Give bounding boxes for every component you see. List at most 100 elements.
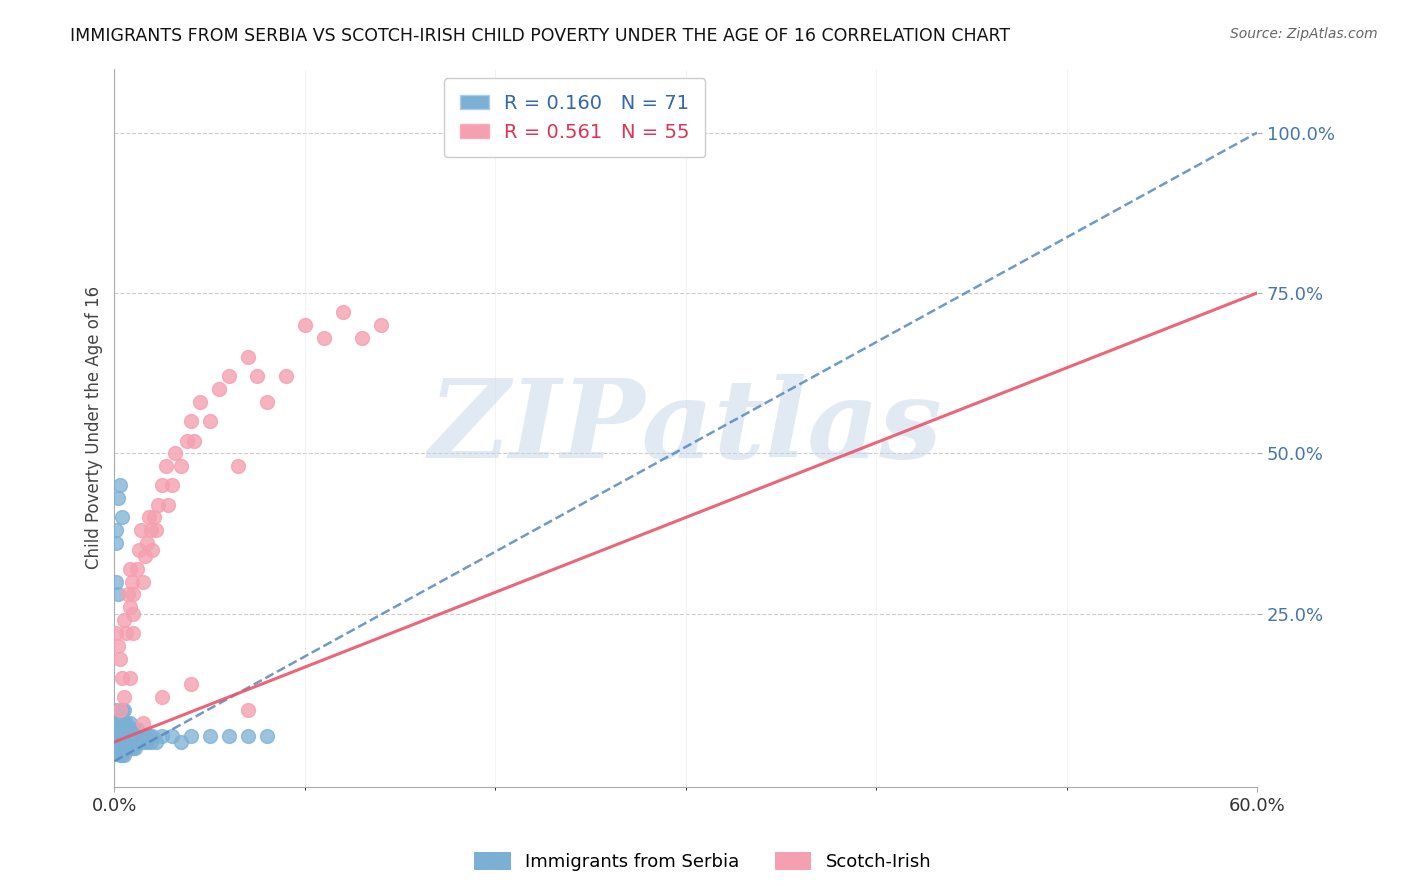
Point <box>107 491 129 506</box>
Point <box>115 741 138 756</box>
Point <box>121 574 143 589</box>
Point <box>180 729 202 743</box>
Point <box>274 369 297 384</box>
Point <box>118 600 141 615</box>
Point <box>138 729 160 743</box>
Point <box>332 305 354 319</box>
Point <box>150 729 173 743</box>
Point <box>118 735 141 749</box>
Point <box>127 735 149 749</box>
Point <box>155 459 177 474</box>
Point <box>135 735 157 749</box>
Point <box>127 722 149 736</box>
Point <box>108 741 131 756</box>
Point <box>236 350 259 364</box>
Point <box>105 524 128 538</box>
Point <box>170 735 193 749</box>
Point <box>118 715 141 730</box>
Point <box>111 671 134 685</box>
Point <box>122 741 145 756</box>
Point <box>129 524 152 538</box>
Point <box>188 395 211 409</box>
Legend: Immigrants from Serbia, Scotch-Irish: Immigrants from Serbia, Scotch-Irish <box>467 845 939 879</box>
Point <box>118 671 141 685</box>
Point <box>180 677 202 691</box>
Point <box>170 459 193 474</box>
Point <box>108 715 131 730</box>
Point <box>135 536 157 550</box>
Point <box>108 651 131 665</box>
Point <box>218 729 240 743</box>
Point <box>150 478 173 492</box>
Point <box>350 331 373 345</box>
Point <box>198 414 221 428</box>
Point <box>117 587 139 601</box>
Point <box>236 729 259 743</box>
Point <box>141 542 163 557</box>
Point <box>105 626 128 640</box>
Point <box>246 369 269 384</box>
Point <box>143 510 166 524</box>
Point <box>118 729 141 743</box>
Point <box>198 729 221 743</box>
Point <box>132 735 155 749</box>
Point <box>108 703 131 717</box>
Point <box>112 722 135 736</box>
Point <box>226 459 249 474</box>
Point <box>312 331 335 345</box>
Point <box>111 722 134 736</box>
Point <box>112 703 135 717</box>
Point <box>138 510 160 524</box>
Point <box>139 735 162 749</box>
Point <box>112 735 135 749</box>
Point <box>122 722 145 736</box>
Point <box>160 729 183 743</box>
Point <box>105 729 128 743</box>
Point <box>112 747 135 762</box>
Point <box>111 729 134 743</box>
Point <box>128 735 150 749</box>
Point <box>121 741 143 756</box>
Text: IMMIGRANTS FROM SERBIA VS SCOTCH-IRISH CHILD POVERTY UNDER THE AGE OF 16 CORRELA: IMMIGRANTS FROM SERBIA VS SCOTCH-IRISH C… <box>70 27 1011 45</box>
Point <box>108 478 131 492</box>
Point <box>208 382 231 396</box>
Point <box>118 741 141 756</box>
Point <box>165 446 187 460</box>
Point <box>107 722 129 736</box>
Point <box>134 549 156 563</box>
Point <box>160 478 183 492</box>
Point <box>111 703 134 717</box>
Point <box>112 741 135 756</box>
Point <box>139 524 162 538</box>
Point <box>107 639 129 653</box>
Point <box>128 542 150 557</box>
Point <box>124 729 146 743</box>
Point <box>180 414 202 428</box>
Point <box>111 510 134 524</box>
Point <box>148 498 170 512</box>
Point <box>145 524 167 538</box>
Point <box>117 722 139 736</box>
Point <box>115 626 138 640</box>
Point <box>107 735 129 749</box>
Point <box>121 722 143 736</box>
Point <box>105 703 128 717</box>
Point <box>108 747 131 762</box>
Point <box>115 735 138 749</box>
Text: ZIPatlas: ZIPatlas <box>429 374 942 482</box>
Point <box>134 729 156 743</box>
Y-axis label: Child Poverty Under the Age of 16: Child Poverty Under the Age of 16 <box>86 286 103 569</box>
Point <box>176 434 198 448</box>
Point <box>107 729 129 743</box>
Point <box>112 729 135 743</box>
Point <box>124 741 146 756</box>
Point <box>122 626 145 640</box>
Point <box>117 735 139 749</box>
Point <box>115 715 138 730</box>
Point <box>107 709 129 723</box>
Point <box>122 607 145 621</box>
Point <box>111 741 134 756</box>
Point <box>141 729 163 743</box>
Point <box>107 587 129 601</box>
Point <box>145 735 167 749</box>
